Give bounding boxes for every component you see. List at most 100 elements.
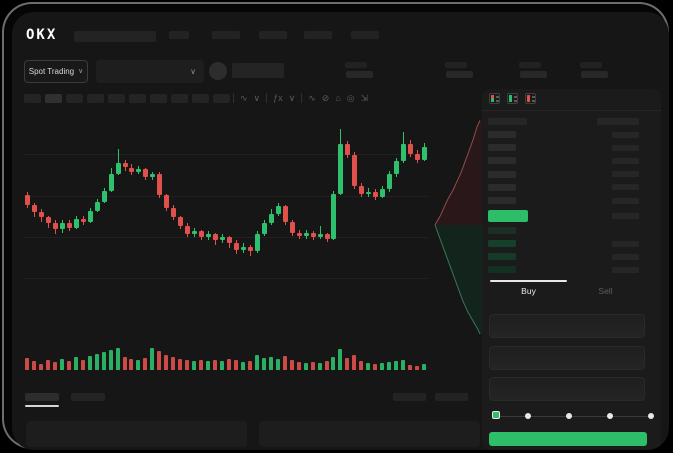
orderbook-bids-icon[interactable] — [507, 93, 518, 104]
volume-bar — [373, 364, 378, 370]
gridline — [24, 154, 428, 155]
nav-item-placeholder[interactable] — [351, 31, 379, 39]
indicators-icon[interactable]: ƒx — [273, 93, 283, 103]
gridline — [24, 278, 428, 279]
divider — [482, 110, 661, 111]
slider-stop[interactable] — [607, 413, 613, 419]
orders-table-placeholder — [26, 421, 247, 447]
settings-icon[interactable]: ◎ — [346, 92, 355, 103]
ask-price-placeholder[interactable] — [488, 197, 516, 204]
volume-bar — [101, 352, 106, 370]
volume-bar — [45, 360, 50, 370]
ask-price-placeholder[interactable] — [488, 157, 516, 165]
nav-item-placeholder[interactable] — [169, 31, 189, 39]
timeframe-chip[interactable] — [192, 94, 209, 103]
timeframe-chip[interactable] — [66, 94, 83, 103]
slider-stop[interactable] — [525, 413, 531, 419]
coin-avatar[interactable] — [209, 62, 227, 80]
ask-price-placeholder[interactable] — [488, 183, 516, 191]
orderbook-asks-icon[interactable] — [525, 93, 536, 104]
candle-body — [59, 223, 65, 230]
candle-body — [150, 173, 156, 177]
timeframe-chip[interactable] — [108, 94, 125, 103]
market-type-selector[interactable]: Spot Trading ∨ — [24, 60, 88, 83]
chevron-down-icon: ∨ — [190, 67, 196, 76]
timeframe-chip[interactable] — [24, 94, 41, 103]
bid-price-placeholder[interactable] — [488, 227, 516, 234]
screenshot-icon[interactable]: ⌂ — [335, 93, 341, 103]
candle-body — [408, 144, 414, 154]
chevron-down-icon[interactable]: ∨ — [288, 92, 296, 103]
candle-body — [199, 231, 205, 238]
tab-sell[interactable]: Sell — [567, 280, 644, 302]
icon-strip — [491, 95, 494, 102]
ask-price-placeholder[interactable] — [488, 131, 516, 138]
fullscreen-icon[interactable]: ⇲ — [360, 92, 369, 103]
ask-amount-placeholder — [612, 171, 639, 178]
bottom-tab-placeholder[interactable] — [25, 393, 59, 401]
bid-price-placeholder[interactable] — [488, 240, 516, 247]
total-input[interactable] — [489, 377, 645, 401]
nav-item-placeholder[interactable] — [259, 31, 287, 39]
nav-item-placeholder[interactable] — [212, 31, 240, 39]
candle-body — [80, 218, 86, 222]
ask-price-placeholder[interactable] — [488, 170, 516, 178]
active-tab-underline — [25, 405, 59, 407]
volume-bar — [408, 365, 413, 370]
volume-bar — [275, 359, 280, 370]
line-style-icon[interactable]: ∿ — [240, 92, 248, 103]
compare-icon[interactable]: ⊘ — [321, 92, 330, 103]
buy-submit-button[interactable] — [489, 432, 647, 446]
chevron-down-icon[interactable]: ∨ — [253, 92, 261, 103]
orderbook-both-icon[interactable] — [489, 93, 500, 104]
bid-price-placeholder[interactable] — [488, 253, 516, 260]
last-price-highlight[interactable] — [488, 210, 528, 222]
volume-bar — [206, 361, 211, 370]
slider-handle[interactable] — [492, 411, 500, 419]
nav-item-placeholder[interactable] — [74, 31, 156, 42]
amount-slider-track[interactable] — [494, 416, 650, 417]
slider-stop[interactable] — [566, 413, 572, 419]
candle-body — [345, 144, 351, 156]
volume-bar — [213, 360, 218, 370]
candle-body — [164, 195, 170, 208]
candle-body — [394, 161, 400, 174]
timeframe-chip[interactable] — [129, 94, 146, 103]
bottom-action-placeholder[interactable] — [435, 393, 468, 401]
volume-bar — [345, 358, 350, 370]
divider — [301, 93, 303, 103]
volume-bar — [352, 355, 357, 370]
timeframe-chip[interactable] — [45, 94, 62, 103]
bid-price-placeholder[interactable] — [488, 266, 516, 273]
candle-body — [101, 190, 107, 202]
price-input[interactable] — [489, 314, 645, 338]
ask-price-placeholder[interactable] — [488, 144, 516, 152]
timeframe-chip[interactable] — [150, 94, 167, 103]
nav-item-placeholder[interactable] — [304, 31, 332, 39]
tab-buy[interactable]: Buy — [490, 280, 567, 302]
timeframe-chip[interactable] — [171, 94, 188, 103]
wave-icon[interactable]: ∿ — [308, 92, 316, 103]
candle-body — [227, 237, 232, 244]
volume-bar — [401, 360, 406, 370]
bottom-tab-placeholder[interactable] — [71, 393, 105, 401]
volume-bar — [422, 364, 427, 370]
volume-bar — [185, 360, 190, 370]
stat-label-placeholder — [445, 62, 467, 68]
stat-label-placeholder — [580, 62, 602, 68]
volume-bar — [331, 357, 336, 370]
volume-bar — [94, 354, 99, 370]
volume-bar — [310, 362, 315, 370]
candle-body — [213, 234, 219, 241]
volume-bar — [227, 359, 231, 370]
candle-body — [247, 246, 253, 252]
timeframe-chip[interactable] — [87, 94, 104, 103]
timeframe-chip[interactable] — [213, 94, 230, 103]
bottom-action-placeholder[interactable] — [393, 393, 426, 401]
amount-input[interactable] — [489, 346, 645, 370]
pair-selector[interactable]: ∨ — [96, 60, 204, 83]
candle-body — [66, 223, 72, 228]
stat-value-placeholder — [346, 71, 373, 78]
slider-stop[interactable] — [648, 413, 654, 419]
